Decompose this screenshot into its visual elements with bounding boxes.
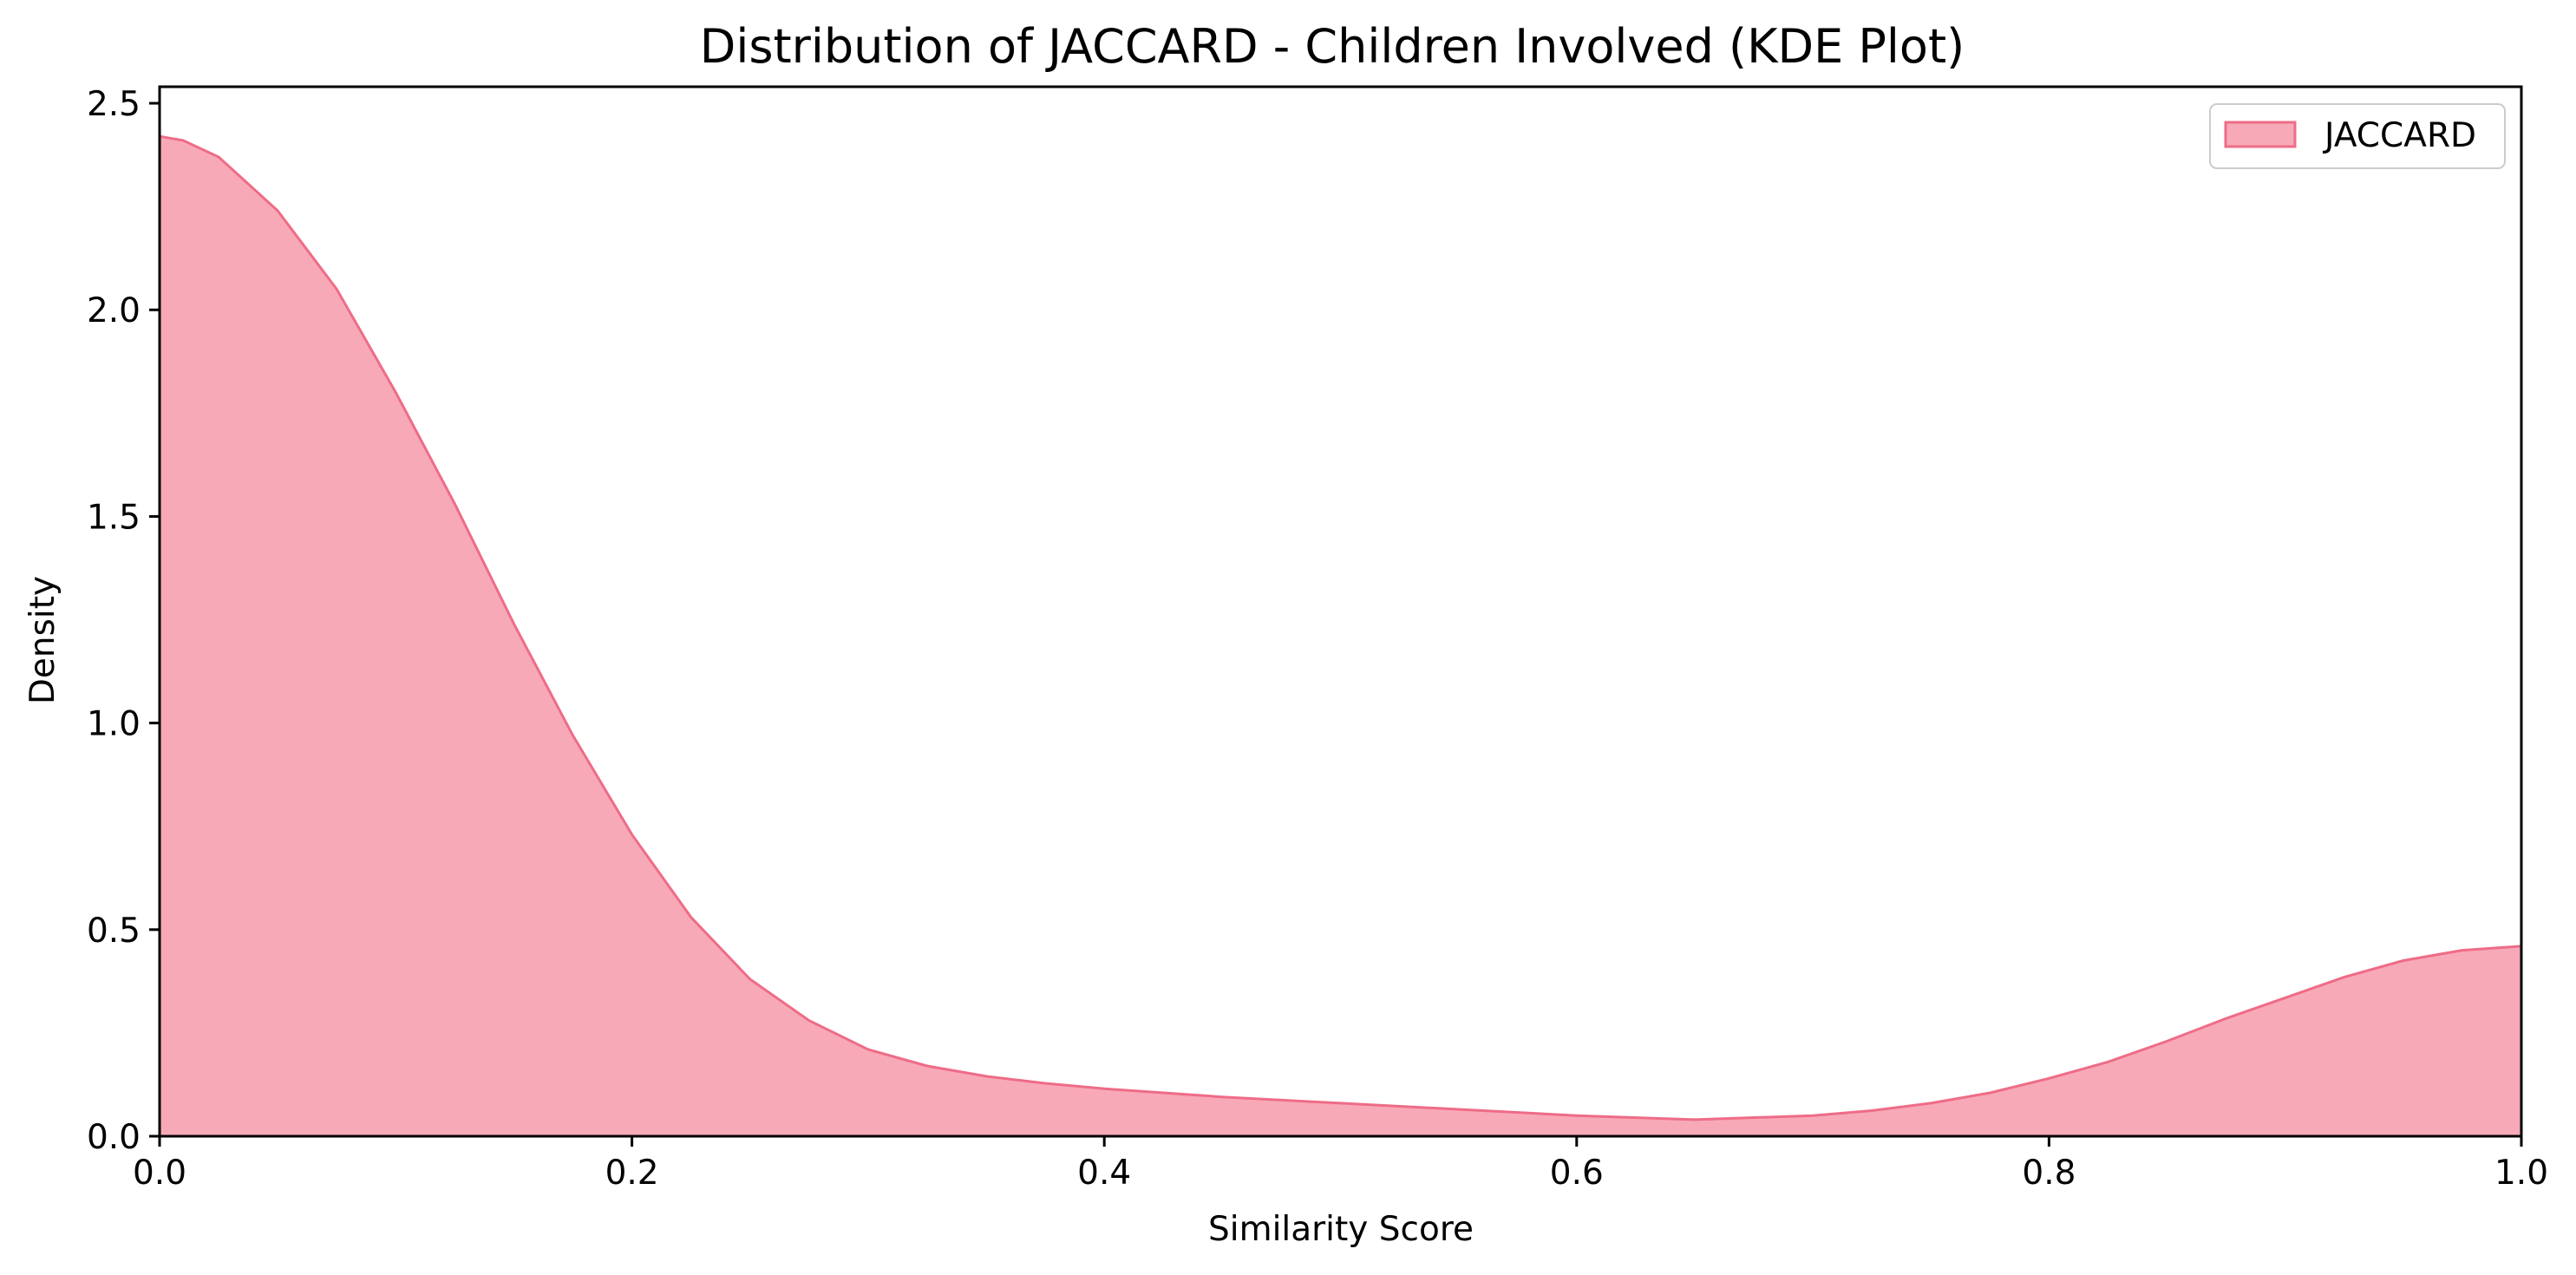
y-axis-label: Density: [23, 576, 62, 704]
y-tick-label: 0.5: [87, 912, 141, 951]
legend-swatch-jaccard: [2224, 121, 2297, 148]
kde-area-jaccard: [160, 136, 2521, 1137]
y-tick-label: 1.0: [87, 705, 141, 744]
legend: JACCARD: [2209, 103, 2506, 169]
x-tick-label: 0.0: [133, 1154, 186, 1193]
legend-label-jaccard: JACCARD: [2322, 116, 2476, 155]
axes-frame: [158, 85, 2523, 1138]
x-tick-label: 1.0: [2494, 1154, 2548, 1193]
plot-area: [159, 134, 2522, 1137]
kde-line-jaccard: [159, 134, 2522, 1121]
x-tick-label: 0.8: [2022, 1154, 2076, 1193]
chart-title: Distribution of JACCARD - Children Invol…: [700, 19, 1965, 74]
x-axis-label: Similarity Score: [1208, 1210, 1474, 1249]
y-tick-label: 0.0: [87, 1118, 141, 1157]
y-tick-label: 1.5: [87, 498, 141, 537]
x-tick-label: 0.4: [1077, 1154, 1131, 1193]
y-tick-label: 2.0: [87, 291, 141, 330]
x-tick-label: 0.2: [605, 1154, 659, 1193]
y-tick-label: 2.5: [87, 85, 141, 124]
axes: 0.0 0.2 0.4 0.6 0.8 1.0 0.0 0.5 1.0 1.5 2.0 2.5: [87, 85, 2548, 1193]
legend-frame: [2209, 103, 2506, 169]
x-tick-label: 0.6: [1550, 1154, 1604, 1193]
